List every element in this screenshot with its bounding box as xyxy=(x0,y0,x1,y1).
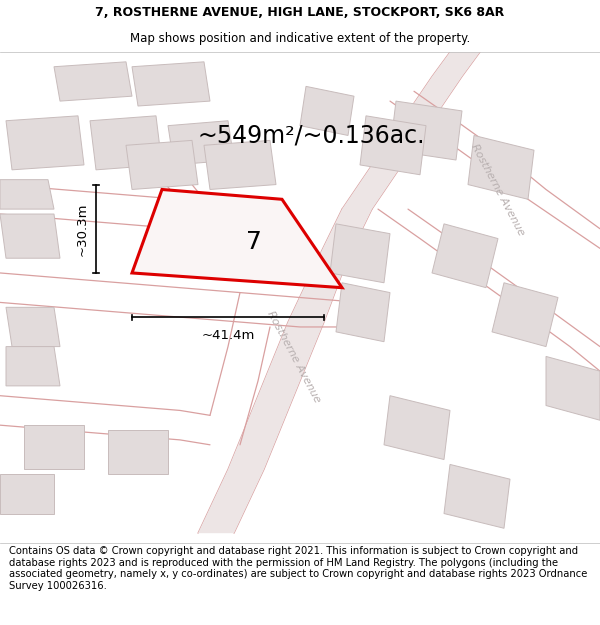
Polygon shape xyxy=(204,141,276,189)
Polygon shape xyxy=(24,425,84,469)
Polygon shape xyxy=(6,308,60,347)
Polygon shape xyxy=(384,396,450,459)
Text: ~41.4m: ~41.4m xyxy=(202,329,254,342)
Polygon shape xyxy=(432,224,498,288)
Polygon shape xyxy=(360,116,426,175)
Text: ~30.3m: ~30.3m xyxy=(76,202,89,256)
Polygon shape xyxy=(108,430,168,474)
Polygon shape xyxy=(126,141,198,189)
Polygon shape xyxy=(336,282,390,342)
Polygon shape xyxy=(0,179,54,209)
Polygon shape xyxy=(300,86,354,136)
Polygon shape xyxy=(54,62,132,101)
Polygon shape xyxy=(468,136,534,199)
Polygon shape xyxy=(0,214,60,258)
Polygon shape xyxy=(492,282,558,347)
Polygon shape xyxy=(0,474,54,514)
Text: Contains OS data © Crown copyright and database right 2021. This information is : Contains OS data © Crown copyright and d… xyxy=(9,546,587,591)
Text: Rostherne Avenue: Rostherne Avenue xyxy=(266,309,322,404)
Polygon shape xyxy=(168,121,234,165)
Text: 7: 7 xyxy=(245,230,262,254)
Polygon shape xyxy=(546,356,600,420)
Polygon shape xyxy=(390,101,462,160)
Polygon shape xyxy=(90,116,162,170)
Text: ~549m²/~0.136ac.: ~549m²/~0.136ac. xyxy=(198,124,425,148)
Polygon shape xyxy=(198,52,480,533)
Text: 7, ROSTHERNE AVENUE, HIGH LANE, STOCKPORT, SK6 8AR: 7, ROSTHERNE AVENUE, HIGH LANE, STOCKPOR… xyxy=(95,6,505,19)
Polygon shape xyxy=(330,224,390,282)
Polygon shape xyxy=(6,116,84,170)
Polygon shape xyxy=(6,347,60,386)
Polygon shape xyxy=(132,62,210,106)
Polygon shape xyxy=(132,189,342,288)
Text: Map shows position and indicative extent of the property.: Map shows position and indicative extent… xyxy=(130,32,470,45)
Text: Rostherne Avenue: Rostherne Avenue xyxy=(470,142,526,237)
Polygon shape xyxy=(444,464,510,528)
